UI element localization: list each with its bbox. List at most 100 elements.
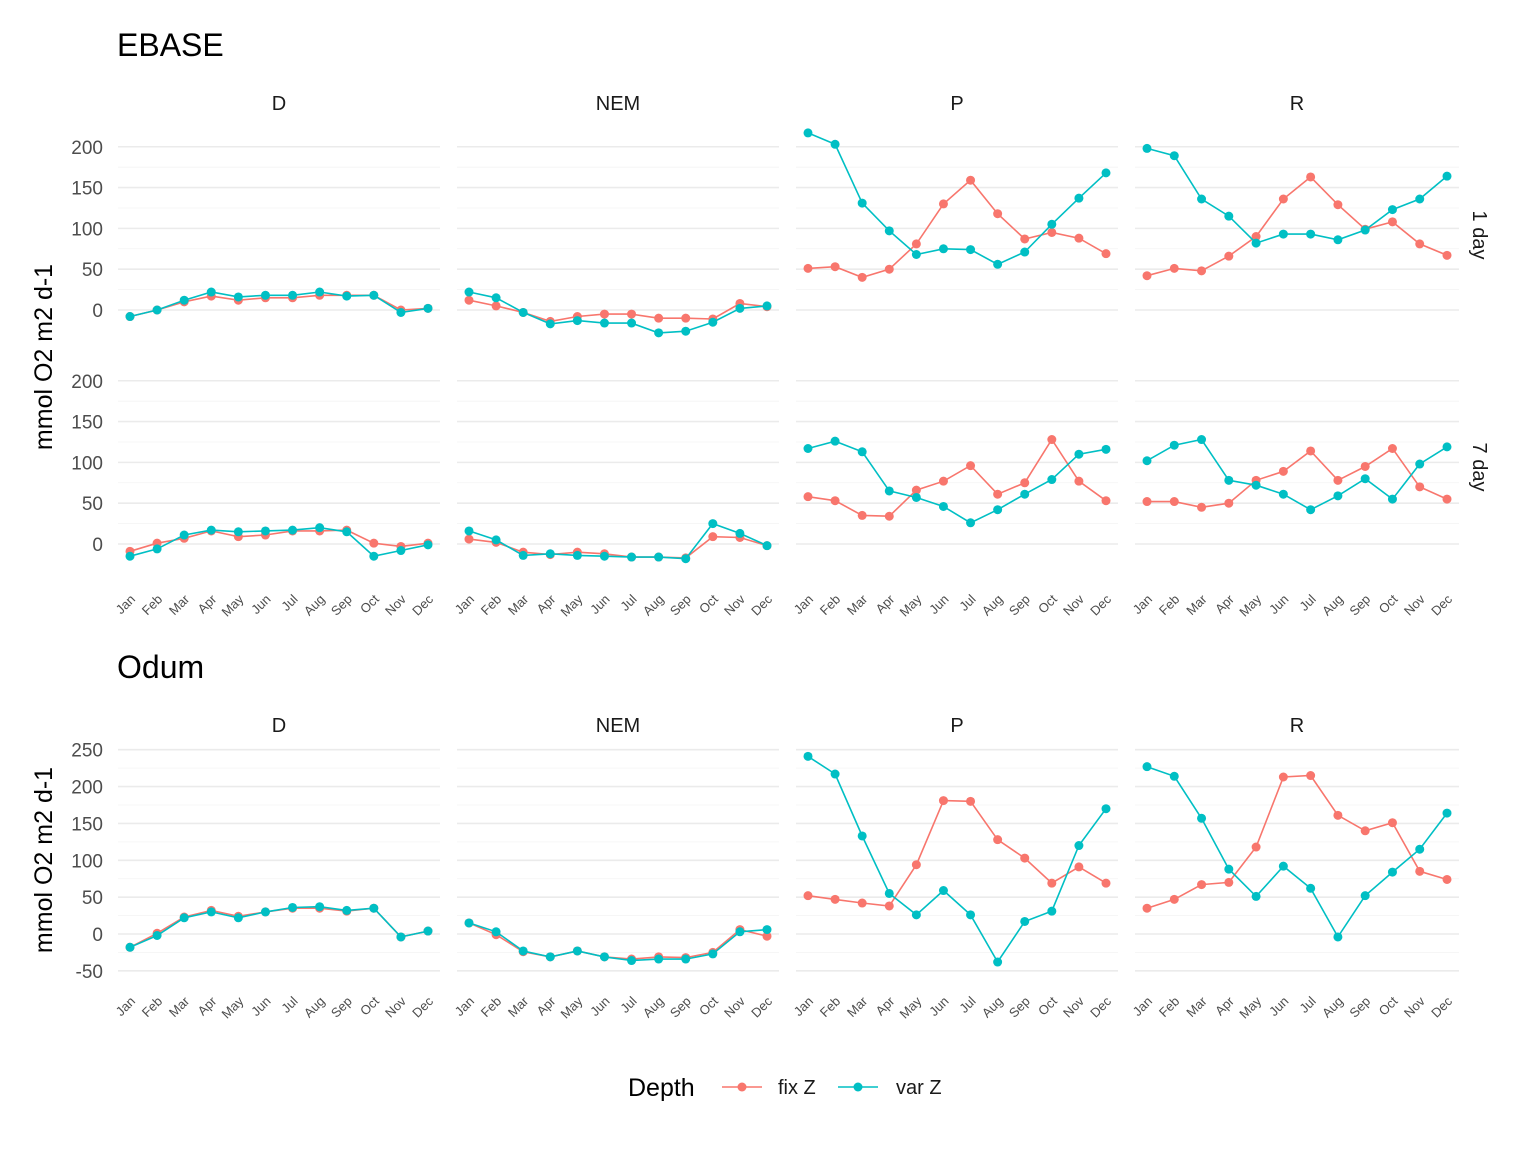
ebase-panel-1-day-d — [118, 145, 440, 322]
data-point-fix-z-aug — [654, 313, 664, 323]
data-point-var-z-apr — [884, 226, 894, 236]
data-point-fix-z-jul — [1306, 446, 1316, 456]
data-point-fix-z-apr — [1224, 877, 1234, 887]
data-point-var-z-dec — [1101, 168, 1111, 178]
data-point-var-z-jan — [125, 942, 135, 952]
odum-ytick-label: 100 — [71, 851, 103, 872]
series-line-var-z — [129, 291, 429, 318]
data-point-var-z-aug — [315, 902, 325, 912]
data-point-var-z-dec — [1442, 442, 1452, 452]
ebase-ytick-label-7-day: 100 — [71, 453, 103, 474]
data-point-var-z-oct — [1387, 205, 1397, 215]
data-point-var-z-sep — [681, 954, 691, 964]
data-point-fix-z-apr — [1224, 498, 1234, 508]
series-line-var-z — [1146, 765, 1448, 939]
data-point-var-z-sep — [342, 291, 352, 301]
series-line-fix-z — [1146, 175, 1448, 277]
series-line-fix-z — [807, 438, 1107, 518]
data-point-var-z-may — [233, 527, 243, 537]
data-point-var-z-jan — [1142, 762, 1152, 772]
data-point-fix-z-oct — [1387, 444, 1397, 454]
data-point-var-z-apr — [545, 319, 555, 329]
data-point-var-z-mar — [1197, 194, 1207, 204]
data-point-var-z-nov — [1415, 844, 1425, 854]
ebase-strip-p: P — [950, 93, 963, 115]
data-point-var-z-dec — [1442, 808, 1452, 818]
odum-ytick-label: 0 — [92, 925, 103, 946]
data-point-fix-z-dec — [1101, 249, 1111, 259]
ebase-panel-1-day-nem — [457, 145, 779, 338]
data-point-fix-z-aug — [1333, 475, 1343, 485]
series-line-fix-z — [807, 179, 1107, 279]
data-point-fix-z-jan — [1142, 271, 1152, 281]
data-point-var-z-aug — [1333, 235, 1343, 245]
data-point-fix-z-feb — [1169, 894, 1179, 904]
legend-item-var-z: var Z — [838, 1077, 942, 1099]
data-point-var-z-nov — [735, 927, 745, 937]
data-point-var-z-jan — [1142, 456, 1152, 466]
data-point-var-z-apr — [1224, 211, 1234, 221]
data-point-fix-z-feb — [830, 262, 840, 272]
data-point-fix-z-feb — [830, 496, 840, 506]
data-point-var-z-oct — [708, 949, 718, 959]
data-point-var-z-apr — [1224, 475, 1234, 485]
odum-ytick-label: 250 — [71, 741, 103, 762]
data-point-fix-z-aug — [1333, 810, 1343, 820]
data-point-var-z-apr — [206, 525, 216, 535]
data-point-var-z-apr — [1224, 864, 1234, 874]
ebase-ytick-label-1-day: 50 — [82, 260, 103, 281]
ebase-ytick-label-7-day: 0 — [92, 535, 103, 556]
data-point-var-z-jan — [1142, 143, 1152, 153]
data-point-fix-z-mar — [857, 898, 867, 908]
data-point-var-z-oct — [369, 290, 379, 300]
data-point-var-z-apr — [884, 486, 894, 496]
ebase-ytick-label-7-day: 200 — [71, 372, 103, 393]
data-point-var-z-jul — [627, 552, 637, 562]
data-point-var-z-mar — [1197, 813, 1207, 823]
data-point-var-z-jun — [1278, 489, 1288, 499]
legend-title: Depth — [628, 1074, 695, 1102]
data-point-var-z-dec — [1442, 171, 1452, 181]
data-point-fix-z-jun — [938, 796, 948, 806]
data-point-var-z-feb — [830, 769, 840, 779]
data-point-var-z-apr — [884, 888, 894, 898]
data-point-var-z-oct — [1387, 867, 1397, 877]
data-point-fix-z-nov — [1074, 862, 1084, 872]
data-point-fix-z-apr — [884, 901, 894, 911]
data-point-fix-z-dec — [762, 931, 772, 941]
odum-ytick-label: -50 — [76, 962, 103, 983]
series-line-fix-z — [1146, 774, 1448, 909]
legend-label-fix-z: fix Z — [778, 1077, 816, 1099]
data-point-var-z-jun — [1278, 229, 1288, 239]
data-point-var-z-oct — [1047, 906, 1057, 916]
data-point-var-z-dec — [423, 540, 433, 550]
data-point-var-z-may — [1251, 480, 1261, 490]
data-point-var-z-aug — [1333, 932, 1343, 942]
series-line-fix-z — [468, 535, 768, 559]
data-point-var-z-jan — [803, 751, 813, 761]
data-point-fix-z-may — [911, 485, 921, 495]
series-line-var-z — [1146, 147, 1448, 245]
data-point-fix-z-mar — [857, 272, 867, 282]
data-point-var-z-jan — [125, 551, 135, 561]
data-point-var-z-jun — [938, 501, 948, 511]
legend-label-var-z: var Z — [896, 1077, 942, 1099]
data-point-var-z-may — [572, 946, 582, 956]
data-point-var-z-sep — [342, 527, 352, 537]
data-point-var-z-dec — [423, 926, 433, 936]
data-point-var-z-sep — [1020, 916, 1030, 926]
data-point-fix-z-feb — [1169, 263, 1179, 273]
series-line-var-z — [129, 905, 429, 949]
data-point-var-z-may — [911, 492, 921, 502]
data-point-var-z-may — [1251, 891, 1261, 901]
data-point-fix-z-aug — [993, 835, 1003, 845]
data-point-fix-z-dec — [1442, 250, 1452, 260]
data-point-var-z-mar — [518, 307, 528, 317]
data-point-var-z-jun — [599, 551, 609, 561]
data-point-var-z-nov — [1415, 194, 1425, 204]
ebase-ytick-label-1-day: 0 — [92, 301, 103, 322]
odum-strip-d: D — [272, 715, 286, 737]
data-point-fix-z-may — [1251, 842, 1261, 852]
data-point-fix-z-may — [1251, 232, 1261, 242]
legend-key-fix-z-point — [737, 1082, 747, 1092]
